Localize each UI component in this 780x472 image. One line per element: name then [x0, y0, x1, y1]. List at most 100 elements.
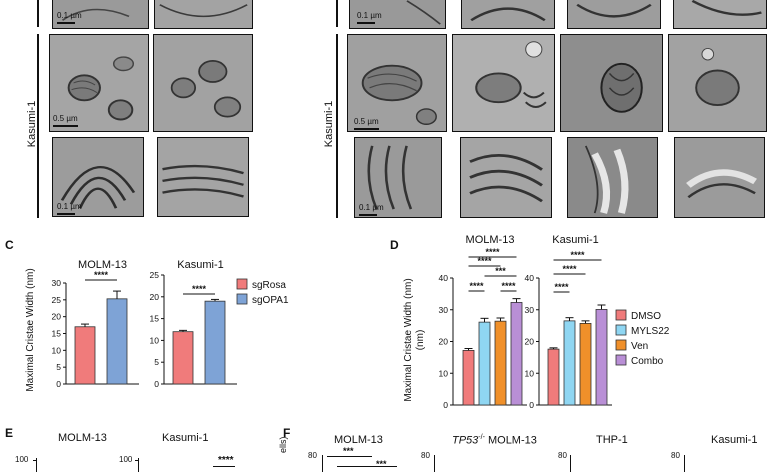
scale-bar [57, 22, 75, 24]
chart-title: MOLM-13 [78, 259, 127, 271]
scale-label: 0.1 µm [357, 11, 382, 20]
chart-e-title-kasumi: Kasumi-1 [162, 432, 209, 444]
y-axis-title: Maximal Cristae Width (nm) [25, 268, 36, 391]
significance-label: **** [192, 284, 207, 294]
y-tick-label: 25 [150, 270, 160, 280]
em-image-zoom [52, 137, 144, 217]
tp53-superscript: -/- [478, 434, 485, 441]
scale-bar [359, 214, 377, 216]
bar [579, 323, 592, 406]
em-image-right-top-b [461, 0, 555, 29]
chart-e-tickmark [33, 460, 36, 461]
bar [106, 298, 128, 385]
legend-d-swatch [615, 354, 627, 366]
y-tick-label: 20 [52, 312, 62, 322]
chart-f-tick: 80 [671, 451, 680, 460]
chart-f-tick: 80 [308, 451, 317, 460]
legend-d-label: DMSO [631, 311, 661, 322]
panel-label-c: C [5, 238, 14, 252]
chart-e-significance: **** [218, 455, 234, 466]
legend-d-swatch [615, 309, 627, 321]
chart-f-axis [570, 455, 571, 472]
chart-f-title-tp53: TP53-/- MOLM-13 [452, 434, 537, 447]
em-image-zoom [460, 137, 552, 218]
scale-label: 0.1 µm [359, 203, 384, 212]
y-tick-label: 15 [52, 329, 62, 339]
significance-label: **** [469, 281, 484, 291]
chart-c: 051015202530MOLM-13****0510152025Kasumi-… [25, 259, 289, 392]
chart-f-axis [434, 455, 435, 472]
y-tick-label: 0 [443, 400, 448, 410]
bar [74, 326, 96, 385]
y-axis-unit: (nm) [415, 330, 426, 351]
bar [172, 331, 194, 385]
chart-e-sig-line [213, 466, 235, 467]
chart-f-title-kasumi: Kasumi-1 [711, 434, 758, 446]
y-tick-label: 30 [439, 305, 449, 315]
chart-e-tick: 100 [119, 455, 133, 464]
chart-title: Kasumi-1 [177, 259, 223, 271]
em-image-zoom [157, 137, 249, 217]
legend-d-label: Ven [631, 341, 648, 352]
legend-d-label: MYLS22 [631, 326, 670, 337]
y-tick-label: 30 [52, 278, 62, 288]
chart-f-title-molm13: MOLM-13 [334, 434, 383, 446]
y-tick-label: 10 [525, 368, 535, 378]
chart-e-title-molm13: MOLM-13 [58, 432, 107, 444]
y-tick-label: 20 [439, 337, 449, 347]
bar [547, 348, 560, 406]
bar [510, 302, 523, 406]
em-image-overview [153, 34, 253, 132]
panel-label-e: E [5, 426, 14, 440]
em-image-overview [668, 34, 767, 132]
y-axis-title: Maximal Cristae Width (nm) [403, 278, 414, 401]
scale-bar [354, 128, 379, 130]
significance-label: **** [570, 250, 585, 260]
significance-label: **** [501, 281, 516, 291]
legend-c-label: sgRosa [252, 280, 286, 291]
row-bracket [37, 0, 39, 27]
chart-e-axis [138, 458, 139, 472]
em-image-overview [452, 34, 555, 132]
bar [462, 349, 475, 406]
bar [478, 321, 491, 406]
chart-f-axis [684, 455, 685, 472]
chart-f-tick: 80 [421, 451, 430, 460]
significance-label: **** [94, 270, 109, 280]
legend-c-label: sgOPA1 [252, 295, 289, 306]
significance-label: **** [477, 256, 492, 266]
significance-label: **** [554, 282, 569, 292]
bar [494, 320, 507, 406]
scale-bar [57, 213, 75, 215]
chart-f-significance: *** [343, 446, 354, 456]
y-tick-label: 0 [154, 379, 159, 389]
bar [563, 320, 576, 406]
scale-label: 0.5 µm [354, 117, 379, 126]
bar [595, 309, 608, 406]
chart-f-tick: 80 [558, 451, 567, 460]
chart-e-tickmark [135, 460, 138, 461]
significance-label: **** [562, 264, 577, 274]
chart-f-significance: *** [376, 459, 387, 469]
y-tick-label: 15 [150, 314, 160, 324]
legend-c-swatch [236, 293, 248, 305]
tp53-gene-label: TP53 [452, 434, 479, 447]
legend-d-label: Combo [631, 356, 664, 367]
chart-f-sig-line [337, 466, 397, 467]
scale-bar [357, 22, 375, 24]
scale-label: 0.5 µm [53, 114, 78, 123]
y-tick-label: 10 [150, 335, 160, 345]
y-tick-label: 5 [154, 357, 159, 367]
bar [204, 300, 226, 385]
row-label-kasumi: Kasumi-1 [26, 100, 38, 148]
y-tick-label: 10 [439, 368, 449, 378]
y-tick-label: 10 [52, 345, 62, 355]
row-label-kasumi: Kasumi-1 [323, 100, 335, 148]
em-image-left-top-b [154, 0, 253, 29]
y-tick-label: 40 [439, 273, 449, 283]
significance-label: **** [485, 247, 500, 257]
y-tick-label: 5 [56, 362, 61, 372]
panel-label-f: F [283, 426, 291, 440]
em-image-overview [560, 34, 663, 132]
